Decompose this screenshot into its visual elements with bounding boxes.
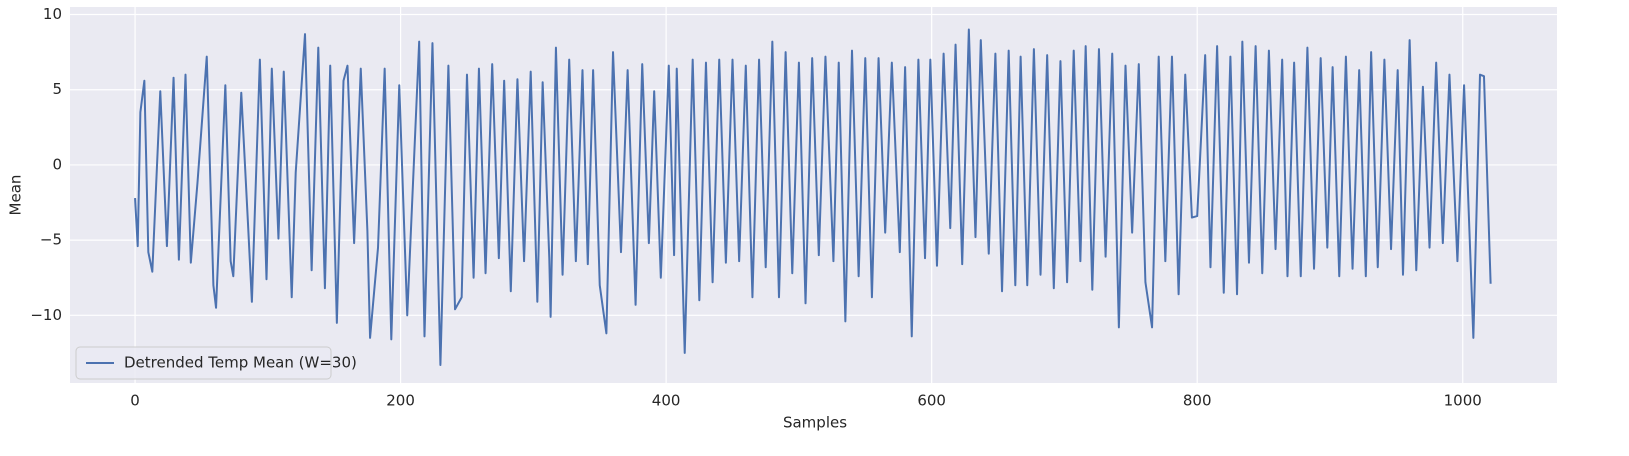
y-tick-label: 5 [52, 80, 62, 98]
x-tick-label: 600 [917, 392, 946, 410]
x-axis-label: Samples [783, 414, 847, 432]
x-tick-label: 400 [652, 392, 681, 410]
y-axis-label: Mean [7, 175, 25, 216]
legend-label: Detrended Temp Mean (W=30) [124, 354, 357, 372]
legend: Detrended Temp Mean (W=30) [75, 346, 357, 380]
x-tick-label: 200 [386, 392, 415, 410]
y-tick-label: 10 [43, 5, 62, 23]
y-tick-label: 0 [52, 155, 62, 173]
x-tick-label: 800 [1183, 392, 1212, 410]
data-line [134, 28, 1492, 366]
y-tick-label: −10 [30, 306, 62, 324]
plot-area [70, 7, 1557, 383]
legend-box [75, 346, 332, 380]
x-tick-label: 1000 [1444, 392, 1482, 410]
x-tick-label: 0 [130, 392, 140, 410]
y-tick-label: −5 [40, 231, 62, 249]
